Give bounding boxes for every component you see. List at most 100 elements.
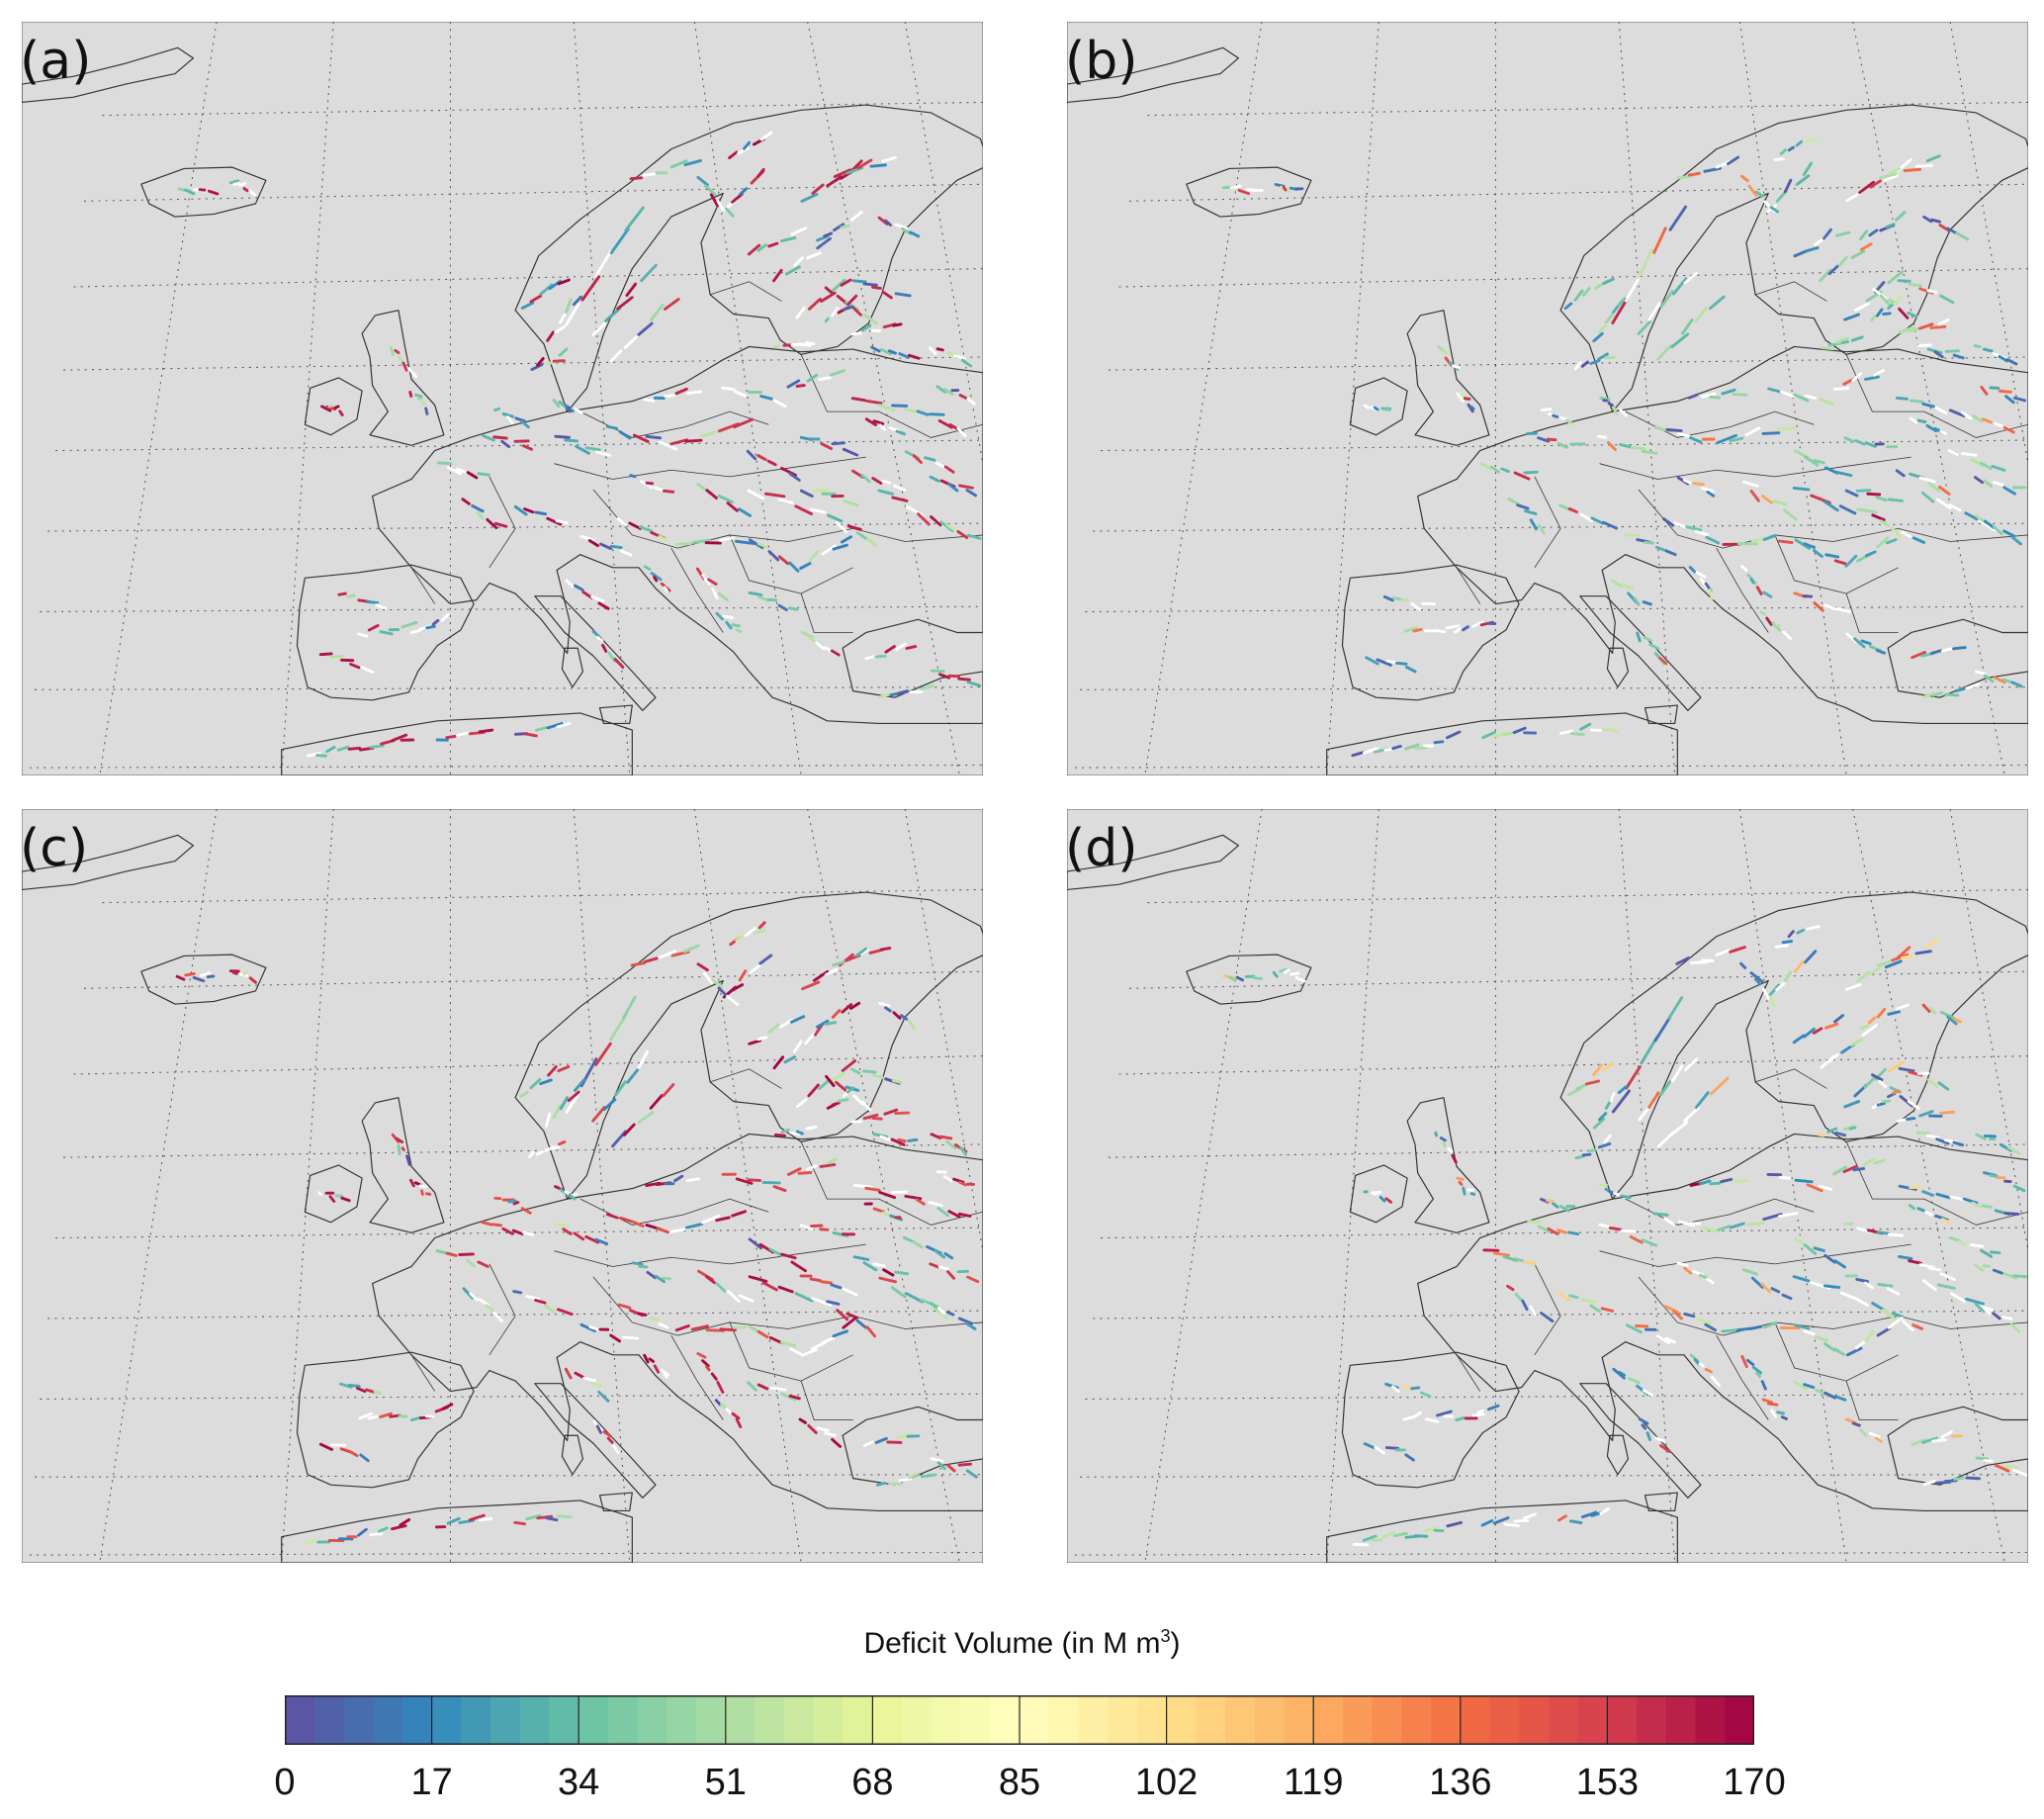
river-segment bbox=[1584, 1079, 1601, 1086]
river-segment bbox=[401, 361, 408, 372]
river-segment bbox=[1813, 459, 1825, 465]
river-segment bbox=[788, 561, 800, 573]
river-segment bbox=[1914, 163, 1933, 168]
river-segment bbox=[1864, 550, 1877, 558]
graticule-parallel bbox=[1085, 605, 2028, 612]
coastline bbox=[598, 1492, 633, 1512]
river-segment bbox=[1699, 1179, 1712, 1186]
river-segment bbox=[1929, 324, 1947, 329]
river-segment bbox=[368, 1532, 384, 1537]
river-segment bbox=[1827, 264, 1839, 276]
river-segment bbox=[1667, 996, 1684, 1020]
river-segment bbox=[1964, 1297, 1985, 1306]
coastline bbox=[140, 166, 267, 218]
river-segment bbox=[643, 565, 652, 571]
river-segment bbox=[519, 1091, 529, 1098]
coastline bbox=[1644, 1492, 1678, 1512]
river-segment bbox=[2009, 1322, 2020, 1333]
graticule-parallel bbox=[1085, 1393, 2028, 1400]
river-segment bbox=[367, 623, 380, 632]
river-segment bbox=[726, 994, 740, 1007]
river-segment bbox=[824, 967, 839, 976]
river-segment bbox=[669, 438, 689, 446]
river-segment bbox=[726, 501, 739, 512]
river-segment bbox=[733, 390, 747, 398]
river-segment bbox=[1868, 228, 1879, 237]
river-segment bbox=[2001, 1316, 2013, 1320]
river-segment bbox=[929, 1262, 940, 1269]
river-segment bbox=[534, 510, 548, 516]
river-segment bbox=[501, 412, 515, 418]
river-segment bbox=[932, 1306, 948, 1319]
river-segment bbox=[1989, 1250, 2001, 1255]
river-segment bbox=[1466, 403, 1474, 413]
colorbar-segment bbox=[1254, 1695, 1286, 1745]
graticule-parallel bbox=[1080, 686, 2028, 690]
river-segment bbox=[1952, 1140, 1965, 1147]
river-segment bbox=[1803, 542, 1817, 549]
river-segment bbox=[684, 1223, 704, 1229]
river-segment bbox=[1859, 1024, 1869, 1031]
river-segment bbox=[574, 408, 583, 414]
river-segment bbox=[800, 630, 814, 639]
river-segment bbox=[431, 618, 440, 626]
graticule-parallel bbox=[29, 1551, 983, 1556]
river-segment bbox=[584, 446, 601, 452]
river-segment bbox=[1856, 970, 1871, 982]
country-border bbox=[1716, 1334, 1769, 1420]
river-segment bbox=[871, 285, 882, 290]
river-segment bbox=[943, 1252, 954, 1260]
river-segment bbox=[1761, 495, 1774, 504]
river-segment bbox=[1803, 1329, 1816, 1336]
river-segment bbox=[1373, 406, 1379, 411]
river-segment bbox=[846, 294, 858, 306]
river-segment bbox=[1482, 1248, 1500, 1252]
river-segment bbox=[358, 1411, 373, 1420]
country-border bbox=[1845, 1141, 2028, 1226]
river-segment bbox=[1563, 302, 1573, 311]
river-segment bbox=[1599, 397, 1611, 402]
river-segment bbox=[916, 409, 930, 416]
river-segment bbox=[2003, 1212, 2020, 1216]
river-segment bbox=[512, 1201, 520, 1206]
river-segment bbox=[367, 1414, 379, 1420]
river-segment bbox=[616, 296, 634, 311]
river-segment bbox=[1804, 246, 1820, 253]
river-segment bbox=[1854, 1338, 1868, 1350]
river-segment bbox=[458, 1252, 475, 1256]
river-segment bbox=[1705, 535, 1721, 545]
river-segment bbox=[1773, 157, 1785, 161]
river-segment bbox=[715, 1216, 731, 1223]
country-border bbox=[1845, 354, 2028, 438]
river-segment bbox=[848, 1001, 861, 1010]
river-segment bbox=[1492, 1251, 1510, 1257]
river-segment bbox=[801, 980, 821, 991]
river-segment bbox=[731, 1210, 748, 1218]
river-segment bbox=[851, 279, 867, 284]
river-segment bbox=[1780, 1415, 1788, 1420]
river-segment bbox=[784, 265, 801, 276]
river-segment bbox=[832, 959, 846, 967]
river-segment bbox=[907, 353, 921, 360]
river-segment bbox=[746, 449, 757, 461]
river-segment bbox=[397, 1143, 401, 1156]
river-segment bbox=[876, 1481, 886, 1487]
river-segment bbox=[1880, 519, 1891, 528]
river-segment bbox=[924, 456, 936, 462]
river-segment bbox=[1503, 1522, 1520, 1528]
river-segment bbox=[1930, 218, 1941, 224]
river-segment bbox=[1274, 183, 1286, 188]
river-segment bbox=[894, 1270, 910, 1276]
river-segment bbox=[937, 418, 953, 429]
river-segment bbox=[631, 1261, 644, 1266]
river-segment bbox=[811, 183, 825, 195]
river-segment bbox=[738, 969, 748, 982]
river-segment bbox=[664, 298, 680, 311]
river-segment bbox=[884, 645, 896, 654]
graticule-meridian bbox=[573, 22, 631, 775]
river-segment bbox=[938, 673, 951, 680]
country-border bbox=[554, 1243, 866, 1267]
river-segment bbox=[1720, 1177, 1733, 1184]
colorbar-segment bbox=[343, 1695, 374, 1745]
river-segment bbox=[1629, 1234, 1644, 1244]
